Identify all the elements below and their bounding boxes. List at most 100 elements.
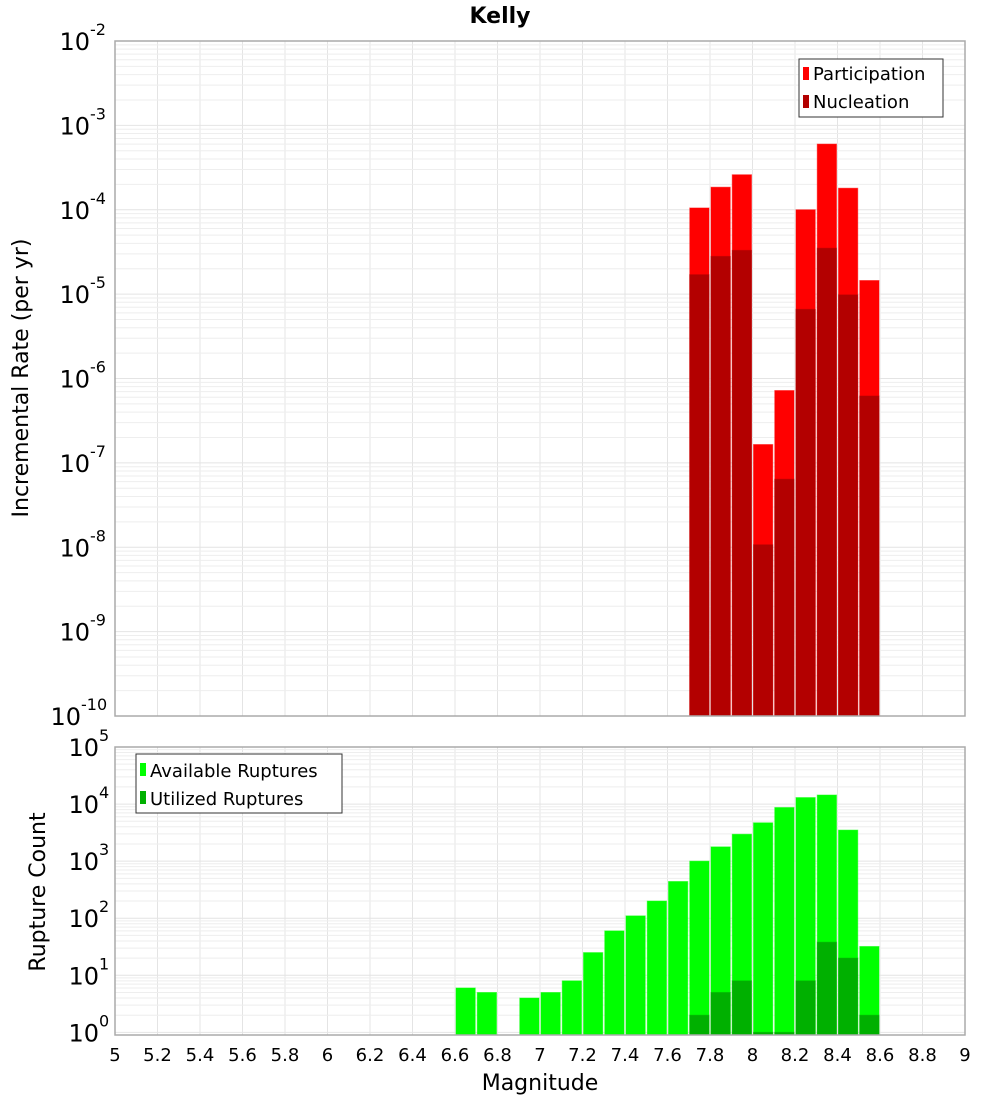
count-bar-available-ruptures xyxy=(476,991,497,1036)
rate-bar-nucleation xyxy=(731,249,752,717)
count-bar-utilized-ruptures xyxy=(859,1014,880,1036)
x-tick-label: 6 xyxy=(322,1045,333,1066)
nucleation-legend-label: Nucleation xyxy=(813,92,909,113)
x-tick-label: 8.8 xyxy=(908,1045,937,1066)
rate-panel: 10-210-310-410-510-610-710-810-910-10 In… xyxy=(9,20,966,731)
rate-bars xyxy=(689,143,880,717)
x-tick-label: 6.4 xyxy=(398,1045,427,1066)
rate-y-tick-exponent: -3 xyxy=(90,104,106,123)
x-ticks: 5 5.2 5.4 5.6 5.8 6 6.2 6.4 6.6 6.8 7 7.2 7.4 7.6 7.8 8… xyxy=(109,1045,970,1066)
count-y-tick-base: 10 xyxy=(68,848,99,876)
x-axis-label: Magnitude xyxy=(482,1071,599,1096)
count-bar-available-ruptures xyxy=(774,807,795,1036)
nucleation-legend-swatch xyxy=(803,95,809,108)
rate-legend: Participation Nucleation xyxy=(798,58,944,118)
count-y-axis-label: Rupture Count xyxy=(26,812,51,972)
x-tick-label: 8 xyxy=(747,1045,758,1066)
x-tick-label: 7.4 xyxy=(611,1045,640,1066)
rate-y-tick-exponent: -2 xyxy=(90,20,106,39)
count-y-tick-exponent: 0 xyxy=(99,1011,109,1030)
x-tick-label: 7.2 xyxy=(568,1045,597,1066)
participation-legend-swatch xyxy=(803,67,809,80)
count-y-tick-base: 10 xyxy=(68,734,99,762)
participation-legend-label: Participation xyxy=(813,64,925,85)
count-plot-frame xyxy=(114,746,966,1036)
rate-legend-box xyxy=(798,58,944,118)
rate-bar-nucleation xyxy=(795,308,816,717)
count-bars xyxy=(455,794,880,1036)
available-legend-swatch xyxy=(140,763,146,776)
count-bar-available-ruptures xyxy=(668,881,689,1036)
x-tick-label: 5.4 xyxy=(186,1045,215,1066)
x-tick-label: 5.6 xyxy=(228,1045,257,1066)
rate-y-tick-exponent: -5 xyxy=(90,273,106,292)
x-tick-label: 8.6 xyxy=(866,1045,895,1066)
rate-y-tick-base: 10 xyxy=(59,112,90,140)
rate-y-tick-base: 10 xyxy=(59,619,90,647)
count-bar-available-ruptures xyxy=(455,987,476,1036)
x-tick-label: 5.2 xyxy=(143,1045,172,1066)
x-tick-label: 6.8 xyxy=(483,1045,512,1066)
count-bar-available-ruptures xyxy=(583,952,604,1036)
rate-y-tick-base: 10 xyxy=(59,534,90,562)
rate-bar-nucleation xyxy=(710,255,731,717)
rate-bar-nucleation xyxy=(859,395,880,717)
rate-bar-nucleation xyxy=(774,478,795,717)
x-tick-label: 5.8 xyxy=(271,1045,300,1066)
rate-y-tick-exponent: -7 xyxy=(90,442,106,461)
utilized-legend-swatch xyxy=(140,791,146,804)
count-y-tick-base: 10 xyxy=(68,962,99,990)
count-legend: Available Ruptures Utilized Ruptures xyxy=(135,753,343,814)
rate-y-tick-exponent: -9 xyxy=(90,611,106,630)
x-tick-label: 6.6 xyxy=(441,1045,470,1066)
rate-bar-nucleation xyxy=(753,544,774,717)
count-bar-utilized-ruptures xyxy=(710,991,731,1036)
count-bar-utilized-ruptures xyxy=(795,980,816,1036)
x-tick-label: 8.4 xyxy=(823,1045,852,1066)
count-y-tick-exponent: 5 xyxy=(99,726,109,745)
x-tick-label: 8.2 xyxy=(781,1045,810,1066)
count-y-tick-base: 10 xyxy=(68,1019,99,1047)
x-tick-label: 6.2 xyxy=(356,1045,385,1066)
count-bar-available-ruptures xyxy=(540,991,561,1036)
count-bar-available-ruptures xyxy=(519,997,540,1036)
count-bar-available-ruptures xyxy=(689,860,710,1036)
rate-y-tick-exponent: -10 xyxy=(81,695,107,714)
count-bar-available-ruptures xyxy=(625,915,646,1036)
x-tick-label: 7 xyxy=(534,1045,545,1066)
rate-bar-nucleation xyxy=(689,274,710,717)
rate-y-tick-base: 10 xyxy=(50,703,81,731)
count-bar-available-ruptures xyxy=(646,900,667,1036)
utilized-legend-label: Utilized Ruptures xyxy=(150,789,303,810)
rate-y-axis-label: Incremental Rate (per yr) xyxy=(9,239,34,518)
chart-title: Kelly xyxy=(469,4,530,29)
count-bar-utilized-ruptures xyxy=(689,1014,710,1036)
rate-y-tick-exponent: -4 xyxy=(90,189,106,208)
rate-y-tick-base: 10 xyxy=(59,28,90,56)
count-bar-available-ruptures xyxy=(604,930,625,1036)
rate-y-tick-exponent: -8 xyxy=(90,526,106,545)
count-bar-utilized-ruptures xyxy=(838,957,859,1036)
rate-plot-frame xyxy=(114,40,966,717)
rate-y-tick-base: 10 xyxy=(59,281,90,309)
rate-bar-nucleation xyxy=(816,247,837,717)
x-tick-label: 9 xyxy=(959,1045,970,1066)
count-y-tick-exponent: 1 xyxy=(99,954,109,973)
count-y-tick-exponent: 4 xyxy=(99,783,109,802)
count-y-tick-exponent: 3 xyxy=(99,840,109,859)
rate-y-ticks: 10-210-310-410-510-610-710-810-910-10 xyxy=(50,20,107,731)
rate-y-tick-exponent: -6 xyxy=(90,358,106,377)
rate-y-tick-base: 10 xyxy=(59,366,90,394)
x-tick-label: 7.6 xyxy=(653,1045,682,1066)
count-y-tick-base: 10 xyxy=(68,905,99,933)
x-tick-label: 5 xyxy=(109,1045,120,1066)
count-bar-available-ruptures xyxy=(753,822,774,1036)
rate-grid xyxy=(114,41,966,717)
x-tick-label: 7.8 xyxy=(696,1045,725,1066)
count-bar-utilized-ruptures xyxy=(816,941,837,1036)
count-bar-utilized-ruptures xyxy=(731,980,752,1036)
rate-y-tick-base: 10 xyxy=(59,197,90,225)
count-bar-available-ruptures xyxy=(561,980,582,1036)
